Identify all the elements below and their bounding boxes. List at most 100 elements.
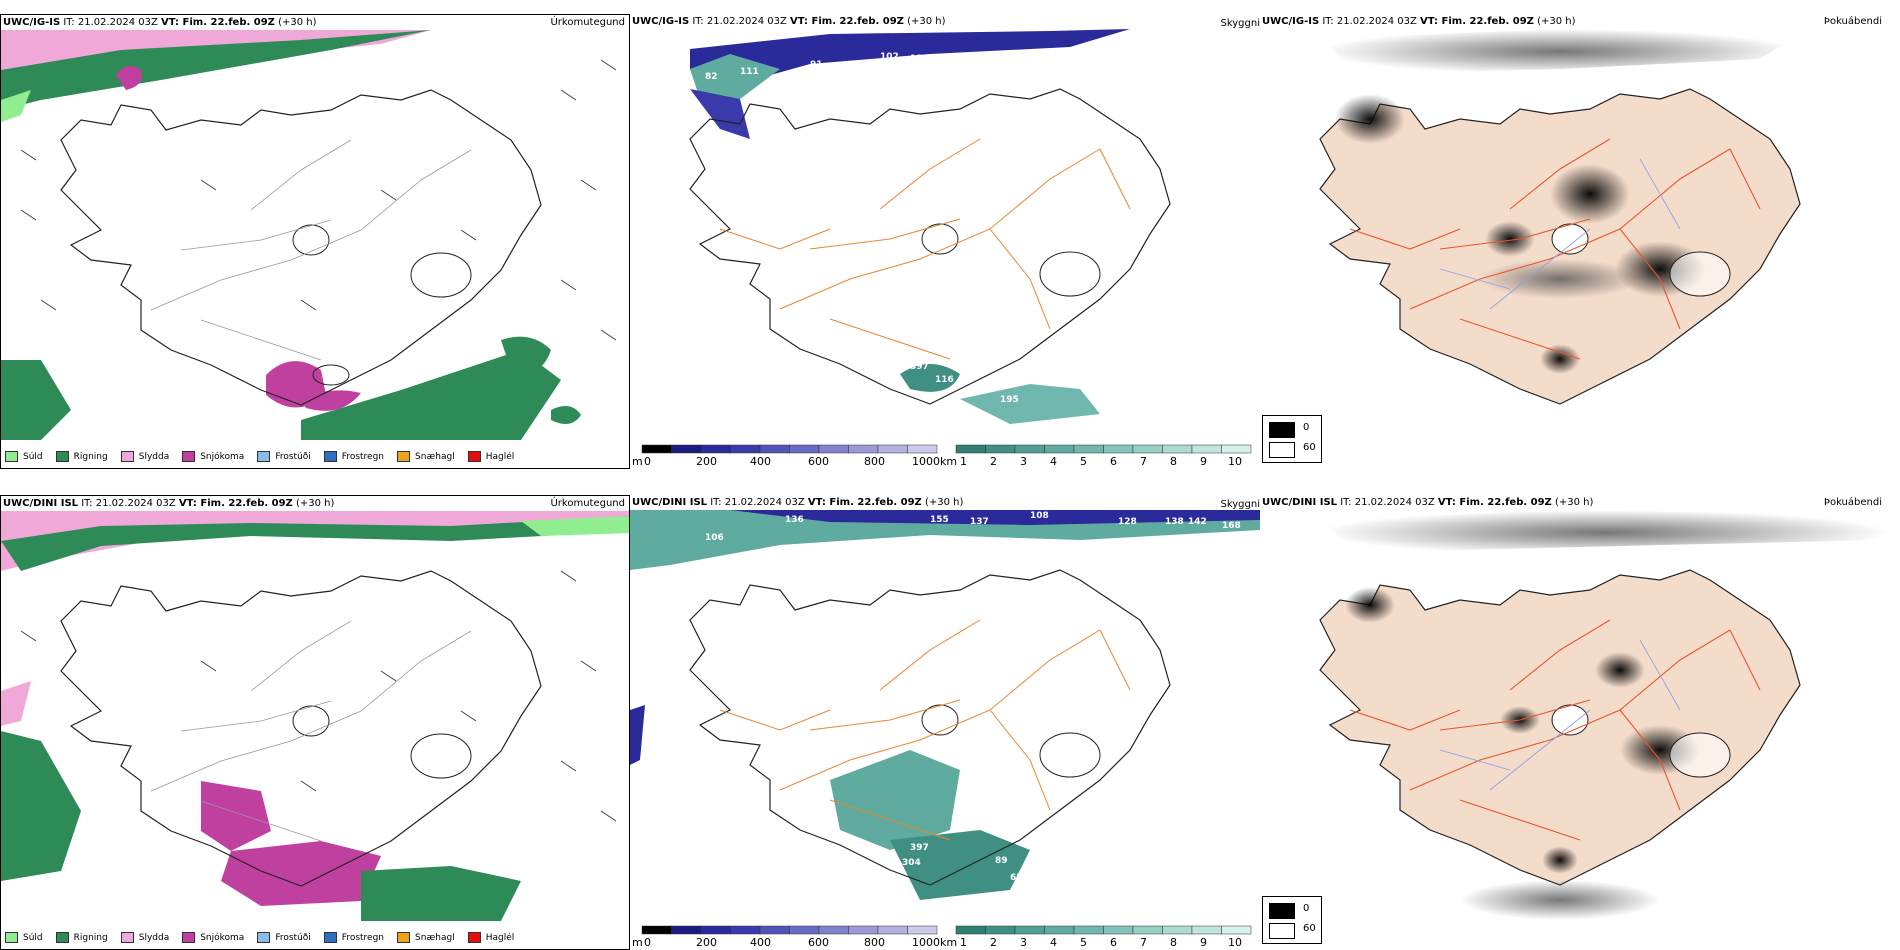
legend-swatch (182, 451, 196, 462)
visibility-label: 89 (995, 856, 1008, 866)
panel-header: UWC/IG-IS IT: 21.02.2024 03Z VT: Fim. 22… (632, 16, 946, 27)
legend-swatch (120, 451, 134, 462)
legend-swatch (5, 451, 18, 462)
panel-title: Úrkomutegund (550, 498, 625, 509)
visibility-colorbar: m 0 200 400 600 800 1000 km 1 2 3 4 5 6 … (632, 444, 1252, 468)
legend-label: Frostregn (341, 932, 385, 943)
legend-label: Snjókoma (200, 451, 245, 462)
visibility-label: 128 (1118, 517, 1137, 527)
legend-item: Haglél (467, 932, 514, 943)
colorbar-tick-label: 10 (1228, 455, 1242, 468)
visibility-label: 108 (1030, 511, 1049, 521)
colorbar-unit-m: m (632, 936, 643, 949)
colorbar-m-ticks: 0 200 400 600 800 1000 (644, 455, 940, 468)
colorbar-tick-label: 1000 (912, 936, 940, 949)
colorbar-tick-label: 6 (1110, 936, 1117, 949)
legend-swatch (182, 932, 196, 943)
visibility-label: 138 (1165, 517, 1184, 527)
colorbar-tick-label: 8 (1170, 455, 1177, 468)
colorbar-segment (848, 925, 879, 935)
legend-swatch (5, 932, 18, 943)
colorbar-tick-label: 6 (1110, 455, 1117, 468)
colorbar-segment (1014, 925, 1045, 935)
init-time: IT: 21.02.2024 03Z (689, 16, 791, 27)
valid-time: VT: Fim. 22.feb. 09Z (790, 16, 904, 27)
legend-item: Frostregn (323, 451, 384, 462)
legend-swatch (120, 932, 134, 943)
colorbar-tick-label: 400 (750, 936, 771, 949)
panel-fog-index-dini: UWC/DINI ISL IT: 21.02.2024 03Z VT: Fim.… (1260, 495, 1890, 950)
panel-title: Skyggni (1220, 499, 1260, 510)
colorbar-segment (1162, 925, 1193, 935)
legend-item: Haglél (467, 451, 515, 462)
panel-title: Þokuábendi (1823, 16, 1882, 27)
visibility-labels: 106 136 155 137 108 128 138 142 168 137 … (705, 511, 1241, 898)
legend-swatch (55, 932, 69, 943)
legend-swatch (257, 451, 271, 462)
legend-label: 0 (1303, 422, 1310, 433)
legend-label: Slydda (138, 451, 170, 462)
colorbar-km-segments (955, 444, 1252, 454)
visibility-map: 106 136 155 137 108 128 138 142 168 137 … (630, 510, 1260, 900)
valid-time: VT: Fim. 22.feb. 09Z (807, 497, 922, 508)
legend-item: Súld (5, 932, 43, 943)
colorbar-tick-label: 3 (1020, 455, 1027, 468)
legend-swatch (397, 932, 411, 943)
visibility-label: 207 (875, 881, 894, 891)
panel-header: UWC/DINI ISL IT: 21.02.2024 03Z VT: Fim.… (1262, 497, 1593, 508)
legend-label: Snæhagl (415, 451, 455, 462)
init-time: IT: 21.02.2024 03Z (707, 497, 808, 508)
panel-title: Skyggni (1220, 18, 1260, 29)
colorbar-tick-label: 1 (960, 936, 967, 949)
legend-label: Snæhagl (415, 932, 455, 943)
colorbar-km-ticks: 1 2 3 4 5 6 7 8 9 10 (960, 936, 1242, 949)
colorbar-tick-label: 9 (1200, 455, 1207, 468)
colorbar-segment (1103, 925, 1134, 935)
colorbar-segment (877, 444, 908, 454)
colorbar-segment (1044, 925, 1075, 935)
colorbar-segment (789, 444, 820, 454)
colorbar-tick-label: 400 (750, 455, 771, 468)
visibility-label: 116 (910, 54, 929, 64)
colorbar-segment (1221, 925, 1252, 935)
colorbar-segment (1044, 444, 1075, 454)
colorbar-segment (789, 925, 820, 935)
valid-time: VT: Fim. 22.feb. 09Z (178, 498, 293, 509)
panel-header: UWC/DINI ISL IT: 21.02.2024 03Z VT: Fim.… (3, 498, 334, 509)
legend-swatch (257, 932, 271, 943)
colorbar-tick-label: 0 (644, 936, 651, 949)
colorbar-tick-label: 5 (1080, 455, 1087, 468)
visibility-label: 91 (810, 60, 823, 70)
colorbar-segment (1162, 444, 1193, 454)
legend-item: Snæhagl (397, 451, 455, 462)
colorbar-segment (1191, 444, 1222, 454)
legend-label: Frostúði (275, 451, 311, 462)
colorbar-tick-label: 9 (1200, 936, 1207, 949)
valid-time: VT: Fim. 22.feb. 09Z (161, 17, 275, 28)
colorbar-segment (759, 925, 790, 935)
colorbar-m-segments (641, 444, 938, 454)
colorbar-tick-label: 3 (1020, 936, 1027, 949)
colorbar-segment (818, 925, 849, 935)
colorbar-segment (700, 925, 731, 935)
legend-swatch (397, 451, 411, 462)
colorbar-segment (671, 444, 702, 454)
legend-item: Snjókoma (182, 932, 244, 943)
visibility-label: 397 (910, 843, 929, 853)
init-time: IT: 21.02.2024 03Z (1337, 497, 1438, 508)
legend-label: 60 (1303, 923, 1316, 934)
legend-label: Haglél (485, 451, 515, 462)
colorbar-tick-label: 1000 (912, 455, 940, 468)
colorbar-m-segments (641, 925, 938, 935)
colorbar-segment (641, 444, 672, 454)
valid-time: VT: Fim. 22.feb. 09Z (1437, 497, 1552, 508)
colorbar-unit-km: km (940, 455, 957, 468)
colorbar-tick-label: 600 (808, 455, 829, 468)
panel-header: UWC/IG-IS IT: 21.02.2024 03Z VT: Fim. 22… (1262, 16, 1576, 27)
colorbar-tick-label: 0 (644, 455, 651, 468)
visibility-label: 105 (950, 54, 969, 64)
visibility-label: 137 (970, 517, 989, 527)
visibility-colorbar: m 0 200 400 600 800 1000 km 1 2 3 4 5 6 … (632, 925, 1252, 949)
legend-swatch (323, 932, 337, 943)
colorbar-unit-km: km (940, 936, 957, 949)
